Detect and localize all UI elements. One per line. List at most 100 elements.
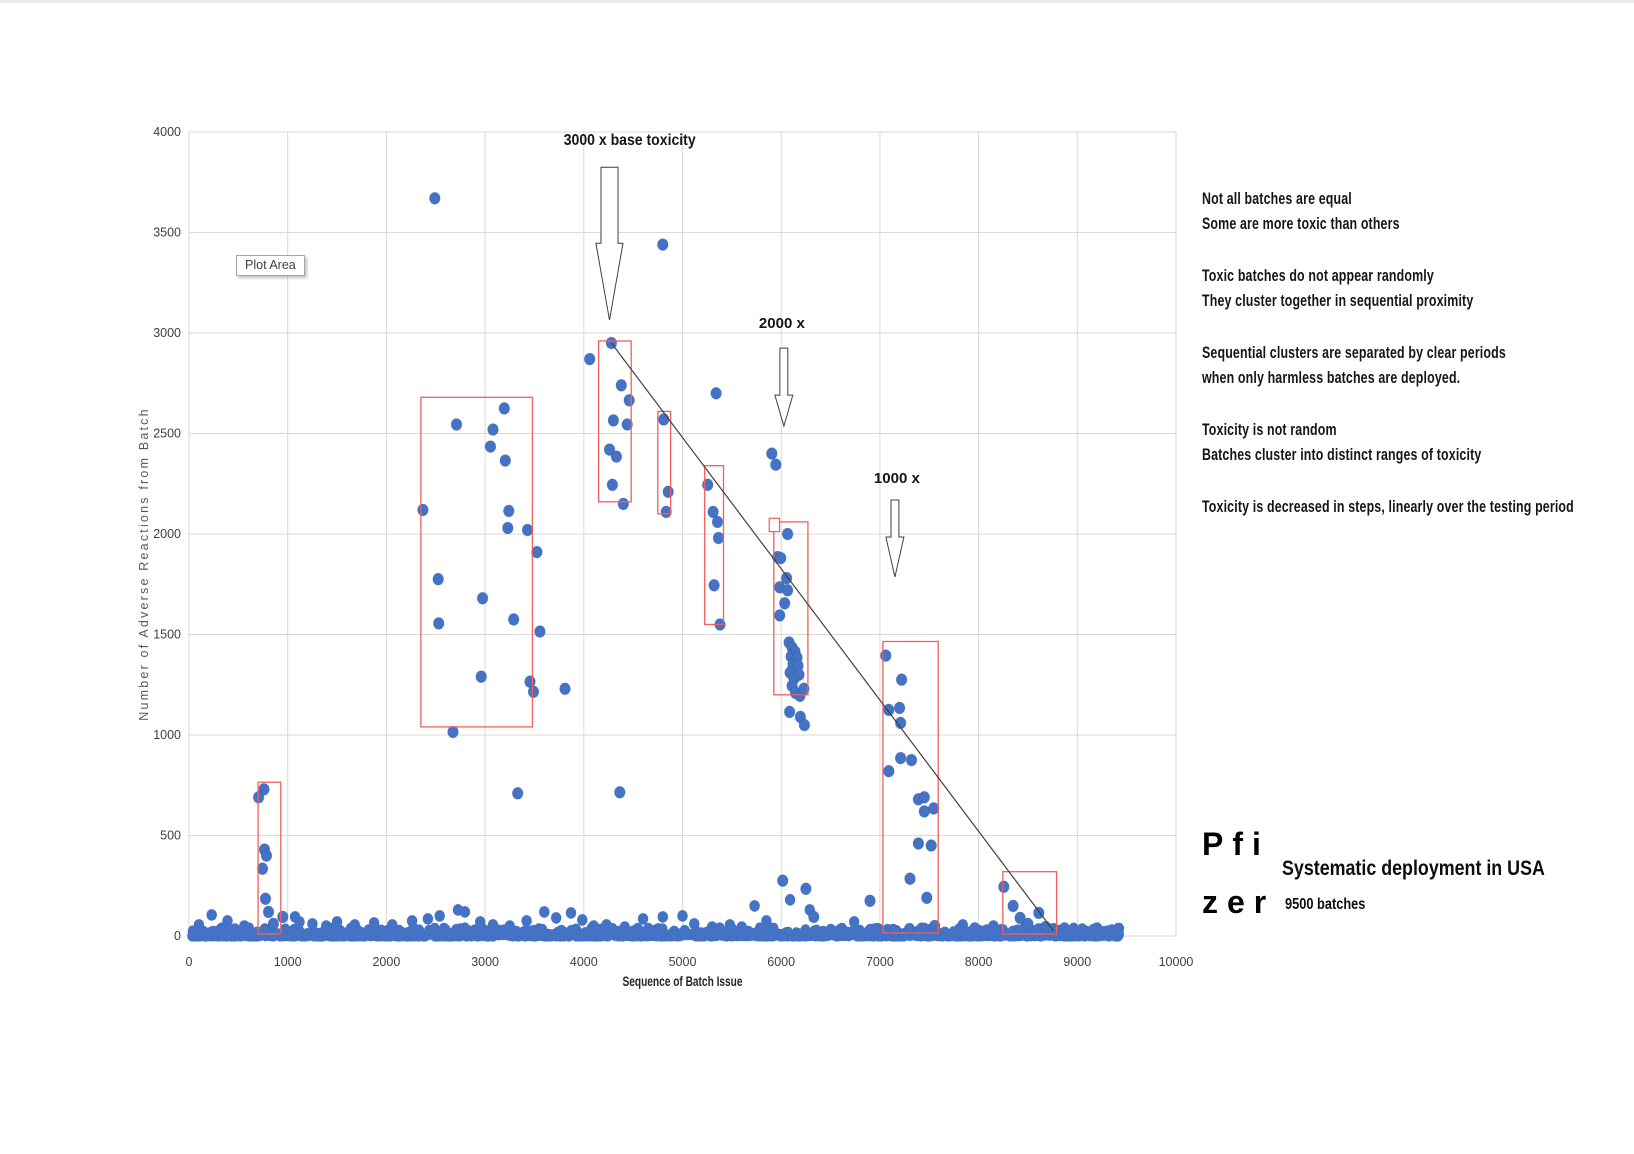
baseline-dot — [447, 930, 459, 942]
y-tick-label: 2500 — [153, 427, 181, 441]
cluster-box — [257, 781, 282, 935]
scatter-point — [551, 912, 562, 924]
scatter-point — [849, 916, 860, 928]
baseline-dot — [855, 928, 867, 940]
scatter-point — [893, 701, 906, 715]
brand-wordmark-line1: Pfi — [1202, 826, 1270, 862]
cluster-box — [657, 410, 672, 515]
cluster-boxes — [257, 340, 1058, 935]
scatter-point — [784, 894, 796, 906]
x-tick-label: 5000 — [669, 955, 697, 969]
scatter-point — [610, 450, 623, 463]
scatter-point — [433, 617, 445, 630]
x-tick-label: 10000 — [1159, 955, 1194, 969]
x-tick-label: 9000 — [1063, 955, 1091, 969]
scatter-point — [603, 443, 616, 456]
scatter-point — [770, 458, 782, 472]
scatter-point — [1014, 911, 1026, 925]
scatter-point — [459, 906, 471, 918]
scatter-point — [499, 454, 512, 467]
scatter-point — [588, 920, 599, 932]
scatter-point — [521, 523, 534, 537]
baseline-dot — [289, 928, 300, 940]
baseline-dot — [511, 929, 523, 942]
baseline-dot — [487, 928, 499, 940]
cluster-box — [882, 640, 939, 934]
scatter-point — [617, 497, 630, 511]
scatter-point — [775, 551, 787, 565]
scatter-point — [331, 916, 343, 928]
baseline-dot — [673, 928, 685, 941]
annotation-line: Batches cluster into distinct ranges of … — [1202, 445, 1482, 464]
brand-subheading: 9500 batches — [1285, 896, 1366, 913]
scatter-point — [321, 920, 332, 932]
annotation-text-block: Not all batches are equal Some are more t… — [1202, 186, 1634, 546]
scatter-point — [800, 882, 812, 896]
scatter-point — [761, 915, 772, 927]
scatter-points — [252, 192, 1060, 938]
scatter-point — [957, 919, 968, 931]
scatter-point — [259, 892, 272, 906]
scatter-point — [539, 906, 550, 918]
scatter-point — [349, 919, 360, 931]
scatter-point — [1047, 922, 1060, 936]
annotation-line: They cluster together in sequential prox… — [1202, 291, 1474, 310]
cluster-box — [420, 396, 534, 728]
scatter-point — [905, 753, 918, 767]
scatter-point — [487, 919, 499, 931]
annotation-line: when only harmless batches are deployed. — [1202, 368, 1461, 387]
scatter-point — [798, 718, 811, 732]
y-tick-label: 3500 — [153, 226, 181, 240]
scatter-point — [623, 393, 635, 407]
scatter-point — [577, 914, 588, 926]
baseline-dot — [756, 929, 768, 941]
baseline-dot — [306, 929, 318, 941]
scatter-point — [883, 703, 895, 717]
baseline-dot — [462, 928, 473, 940]
scatter-point — [584, 352, 596, 366]
annotation-line: Not all batches are equal — [1202, 189, 1352, 208]
scatter-point — [417, 503, 429, 517]
scatter-point — [880, 649, 892, 662]
scatter-point — [903, 922, 916, 936]
scatter-point — [969, 922, 980, 934]
y-tick-label: 500 — [160, 829, 181, 843]
bump-points — [193, 894, 1118, 936]
baseline-dot — [716, 928, 727, 941]
brand-heading: Systematic deployment in USA — [1282, 857, 1545, 880]
scatter-point — [889, 924, 901, 938]
scatter-point — [894, 716, 907, 730]
annotation-line: Toxicity is not random — [1202, 420, 1337, 439]
baseline-dot — [434, 928, 446, 940]
baseline-band — [187, 922, 1125, 942]
scatter-point — [928, 802, 940, 815]
scatter-point — [434, 910, 445, 922]
baseline-dot — [538, 929, 549, 942]
scatter-point — [1106, 924, 1118, 936]
baseline-dot — [947, 929, 959, 941]
arrow-1000x — [885, 499, 905, 578]
scatter-point — [475, 916, 486, 928]
scatter-point — [1033, 906, 1045, 920]
x-axis-title: Sequence of Batch Issue — [623, 973, 743, 989]
plot-area-tooltip: Plot Area — [236, 255, 305, 276]
scatter-point — [689, 918, 700, 930]
scatter-point — [619, 921, 630, 933]
x-tick-label: 8000 — [965, 955, 993, 969]
scatter-point — [895, 673, 908, 686]
scatter-point — [527, 685, 540, 699]
scatter-point — [706, 921, 718, 933]
baseline-dot — [358, 930, 370, 942]
baseline-dot — [219, 928, 231, 940]
baseline-dot — [693, 929, 705, 941]
baseline-dot — [811, 929, 823, 941]
y-tick-label: 1500 — [153, 628, 181, 642]
baseline-dot — [371, 930, 383, 942]
scatter-point — [912, 837, 925, 850]
baseline-dot — [782, 930, 794, 942]
scatter-point — [808, 910, 820, 924]
baseline-dot — [767, 929, 778, 941]
baseline-dot — [842, 929, 854, 941]
